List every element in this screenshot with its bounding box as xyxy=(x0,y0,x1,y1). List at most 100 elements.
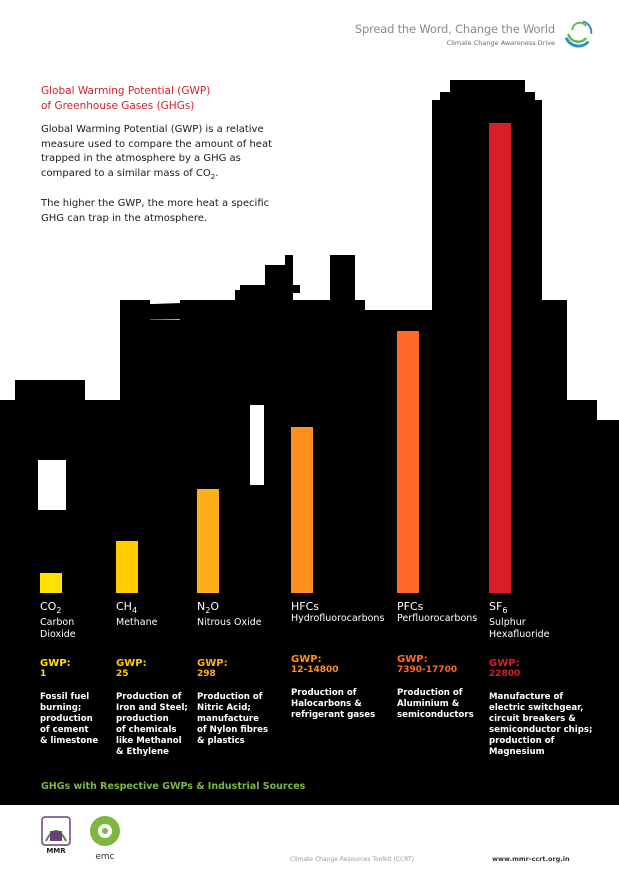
intro-paragraph-1: Global Warming Potential (GWP) is a rela… xyxy=(41,123,277,184)
tagline-sub: Climate Change Awareness Drive xyxy=(446,39,555,47)
source-line: Iron and Steel; xyxy=(116,703,188,714)
source-line: like Methanol xyxy=(116,736,182,747)
source-line: semiconductors xyxy=(397,710,474,720)
silhouette-gaps xyxy=(38,405,264,510)
gas-column-pfcs: PFCs Perfluorocarbons GWP: 7390-17700 Produc… xyxy=(397,600,487,721)
source-line: Production of xyxy=(291,688,357,698)
factory-silhouette xyxy=(0,80,619,805)
intro-para1-text: Global Warming Potential (GWP) is a rela… xyxy=(41,124,273,179)
source-line: & Ethylene xyxy=(116,747,169,758)
tagline: Spread the Word, Change the World Climat… xyxy=(355,22,555,47)
source-line: electric switchgear, xyxy=(489,703,584,714)
gas-formula: SF6 xyxy=(489,600,604,617)
spacer xyxy=(116,629,206,658)
source-line: semiconductor chips; xyxy=(489,725,593,736)
intro-para1-end: . xyxy=(215,167,219,179)
gas-fullname-1: Nitrous Oxide xyxy=(197,617,262,629)
source-line: circuit breakers & xyxy=(489,714,576,725)
site-url: www.mmr-ccrt.org.in xyxy=(492,855,570,863)
gwp-value: 7390-17700 xyxy=(397,665,458,675)
gwp-value: 12-14800 xyxy=(291,665,339,675)
gwp-label: GWP: xyxy=(116,658,147,670)
gas-column-co2: CO2 Carbon Dioxide GWP: 1 Fossil fuel burning;… xyxy=(40,600,130,747)
gas-formula-main: PFCs xyxy=(397,600,424,613)
source-line: Fossil fuel xyxy=(40,692,90,703)
spacer xyxy=(291,676,381,688)
gas-formula-main: HFCs xyxy=(291,600,320,613)
spacer xyxy=(397,625,487,654)
gwp-label: GWP: xyxy=(40,658,71,670)
gas-column-hfcs: HFCs Hydrofluorocarbons GWP: 12-14800 Produc… xyxy=(291,600,384,721)
source-line: production xyxy=(40,714,93,725)
source-line: Production of xyxy=(397,688,463,698)
gwp-value: 25 xyxy=(116,669,129,680)
gas-fullname-2: Hexafluoride xyxy=(489,629,550,641)
gas-formula-main: CO xyxy=(40,600,57,613)
spacer xyxy=(197,629,287,658)
source-line: production xyxy=(116,714,169,725)
gas-formula-subscript: 6 xyxy=(502,606,508,616)
intro-title: Global Warming Potential (GWP) of Greenh… xyxy=(41,84,277,114)
spacer xyxy=(489,680,604,692)
credit-text: Climate Change Resources Toolkit (CCRT) xyxy=(290,856,414,863)
gwp-label: GWP: xyxy=(397,654,428,665)
gas-fullname-1: Carbon xyxy=(40,617,75,629)
spacer xyxy=(291,625,381,654)
footer-title: GHGs with Respective GWPs & Industrial S… xyxy=(41,781,306,792)
gas-column-ch4: CH4 Methane GWP: 25 Production of Iron and St… xyxy=(116,600,206,758)
gas-formula: N2O xyxy=(197,600,287,617)
gas-fullname-1: Methane xyxy=(116,617,158,629)
gwp-value: 22800 xyxy=(489,669,521,680)
gas-formula-main: N xyxy=(197,600,206,613)
gas-formula-subscript: 2 xyxy=(205,606,211,616)
gwp-value: 1 xyxy=(40,669,47,680)
gwp-value: 298 xyxy=(197,669,216,680)
spacer xyxy=(197,680,287,692)
spacer xyxy=(116,680,206,692)
gas-formula: CH4 xyxy=(116,600,206,617)
source-line: Halocarbons & xyxy=(291,699,362,709)
gwp-bar-n2o xyxy=(197,489,219,593)
gwp-bar-ch4 xyxy=(116,541,138,593)
intro-title-line1: Global Warming Potential (GWP) xyxy=(41,85,211,97)
source-line: Manufacture of xyxy=(489,692,564,703)
swirl-logo-icon xyxy=(565,20,593,48)
gas-formula-main2: O xyxy=(210,600,219,613)
mmr-logo-icon: MMR xyxy=(41,816,71,855)
gwp-label: GWP: xyxy=(291,654,322,665)
source-line: Production of xyxy=(116,692,182,703)
gas-fullname-1: Sulphur xyxy=(489,617,526,629)
source-line: & plastics xyxy=(197,736,245,747)
gas-column-n2o: N2O Nitrous Oxide GWP: 298 Production of Nitr… xyxy=(197,600,287,747)
gas-formula: CO2 xyxy=(40,600,130,617)
intro-block: Global Warming Potential (GWP) of Greenh… xyxy=(41,84,277,226)
emc-logo-icon: emc xyxy=(90,816,120,862)
gas-formula-subscript: 2 xyxy=(56,606,62,616)
source-line: burning; xyxy=(40,703,82,714)
tagline-main: Spread the Word, Change the World xyxy=(354,22,555,36)
gwp-bar-hfcs xyxy=(291,427,313,593)
spacer xyxy=(397,676,487,688)
intro-para1-subscript: 2 xyxy=(210,172,216,181)
gas-fullname-1: Perfluorocarbons xyxy=(397,613,478,624)
source-line: of Nylon fibres xyxy=(197,725,269,736)
source-line: refrigerant gases xyxy=(291,710,376,720)
intro-title-line2: of Greenhouse Gases (GHGs) xyxy=(41,100,195,112)
source-line: Nitric Acid; xyxy=(197,703,251,714)
gas-column-sf6: SF6 Sulphur Hexafluoride GWP: 22800 Manufactu… xyxy=(489,600,604,758)
gas-formula-main: SF xyxy=(489,600,503,613)
source-line: of chemicals xyxy=(116,725,177,736)
gwp-label: GWP: xyxy=(489,658,520,670)
gwp-label: GWP: xyxy=(197,658,228,670)
spacer xyxy=(489,641,604,658)
source-line: Production of xyxy=(197,692,263,703)
gas-formula: HFCs xyxy=(291,600,381,613)
gas-formula: PFCs xyxy=(397,600,487,613)
source-line: Magnesium xyxy=(489,747,545,758)
gas-formula-subscript: 4 xyxy=(131,606,138,616)
gwp-bar-pfcs xyxy=(397,331,419,593)
source-line: production of xyxy=(489,736,555,747)
gas-formula-main: CH xyxy=(116,600,132,613)
logo2-text: emc xyxy=(95,852,114,862)
